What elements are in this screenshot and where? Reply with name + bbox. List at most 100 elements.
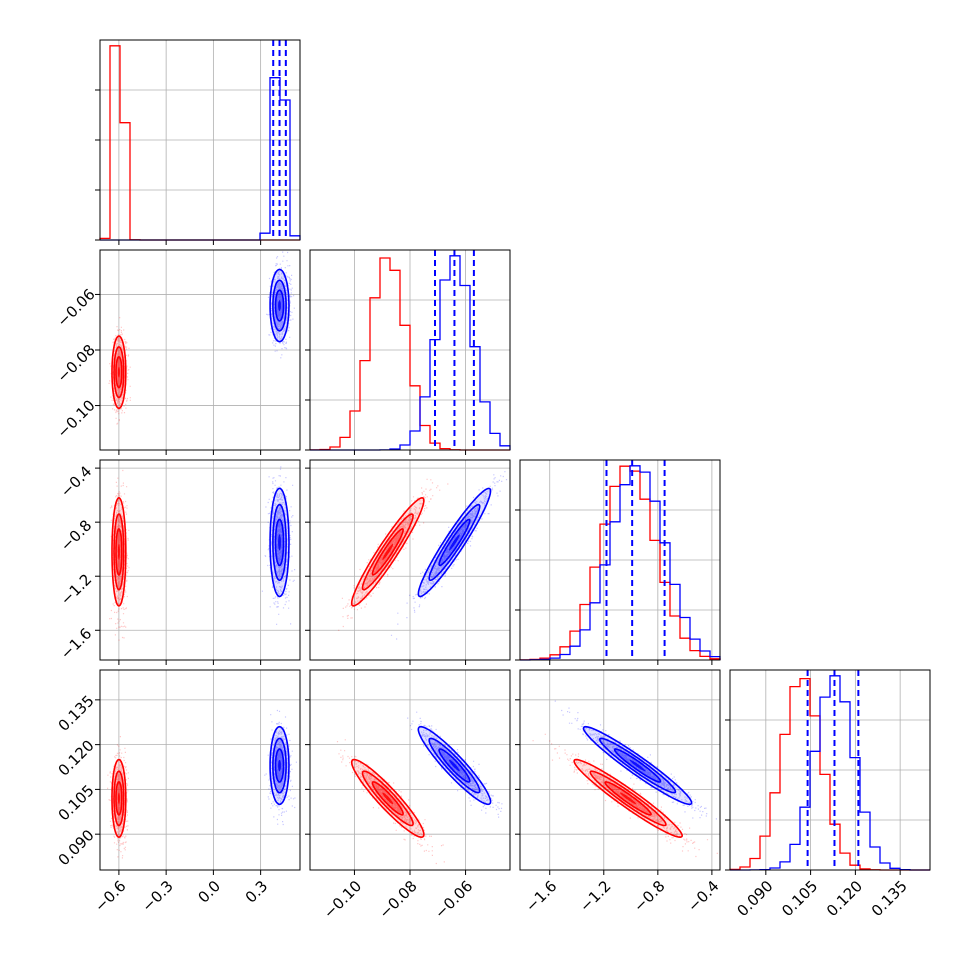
panel-frame-1-0 [99, 249, 301, 451]
x-tick-label: −0.06 [431, 877, 476, 922]
contour-line [272, 279, 287, 332]
contour-core [278, 534, 281, 551]
x-tick-label: −0.10 [320, 877, 365, 922]
contour-line [598, 737, 677, 794]
histogram-series-0 [519, 465, 721, 661]
panel-frame-0-0 [99, 39, 301, 241]
contour-line [113, 346, 125, 399]
contour-line [371, 781, 404, 816]
scatter-points [338, 478, 449, 631]
y-tick-label: −0.4 [57, 462, 95, 500]
panel-3-0 [95, 670, 300, 875]
panel-frame-2-0 [99, 459, 301, 661]
y-tick-label: −0.06 [54, 285, 99, 330]
x-tick-label: 0.3 [242, 877, 272, 907]
contour-line [113, 513, 125, 591]
scatter-1-2-1 [390, 471, 508, 640]
scatter-0-2-1 [338, 478, 449, 631]
contour-line [438, 748, 471, 783]
scatter-0-1-0 [108, 317, 131, 425]
contour-line [272, 737, 287, 794]
x-tick-label: −0.08 [376, 877, 421, 922]
y-tick-label: −0.10 [54, 396, 99, 441]
x-tick-label: −1.2 [576, 877, 614, 915]
contour-line [350, 496, 425, 607]
contour-line [438, 518, 471, 567]
contour-line [269, 725, 290, 806]
panel-frame-3-2 [519, 669, 721, 871]
contour-line [269, 487, 290, 598]
panel-3-1 [305, 670, 510, 875]
scatter-0-3-0 [107, 736, 129, 859]
scatter-0-2-0 [109, 469, 130, 641]
x-tick-label: 0.0 [195, 877, 225, 907]
panel-frame-2-1 [309, 459, 511, 661]
contour-core [449, 759, 460, 772]
contour-core [117, 366, 120, 378]
y-tick-label: 0.105 [55, 781, 98, 824]
x-tick-label: 0.120 [823, 877, 866, 920]
panel-frame-3-1 [309, 669, 511, 871]
x-tick-label: −0.3 [138, 877, 176, 915]
scatter-1-3-2 [554, 700, 717, 820]
contour-line [582, 725, 693, 806]
x-tick-label: 0.090 [733, 877, 776, 920]
x-tick-label: −0.4 [684, 877, 722, 915]
contour-line [371, 528, 404, 576]
contour-line [115, 528, 123, 576]
contour-line [428, 737, 481, 794]
y-tick-label: −1.6 [57, 624, 95, 662]
contour-line [274, 289, 285, 322]
panel-1-0 [95, 250, 300, 455]
contour-core [620, 792, 637, 805]
scatter-points [336, 739, 445, 865]
contour-line [111, 758, 127, 839]
panel-3-2 [515, 670, 720, 875]
histogram-panel-2 [519, 460, 721, 661]
contour-line [274, 518, 285, 567]
panel-frame-2-2 [519, 459, 721, 661]
scatter-0-3-2 [532, 733, 718, 858]
contour-line [613, 748, 662, 783]
contour-line [589, 770, 667, 827]
panel-2-1 [305, 460, 510, 665]
panel-frame-3-0 [99, 669, 301, 871]
contour-line [115, 356, 123, 389]
y-tick-label: 0.090 [55, 826, 98, 869]
contour-line [269, 268, 290, 343]
contour-line [361, 513, 414, 591]
contour-line [272, 503, 287, 582]
scatter-1-3-0 [264, 709, 297, 826]
contour-core [449, 534, 460, 551]
contour-line [361, 770, 414, 827]
panel-2-2 [515, 460, 720, 665]
contour-core [629, 759, 646, 772]
histogram-series-1 [520, 465, 721, 661]
x-tick-label: −1.6 [522, 877, 560, 915]
contour-core [278, 300, 281, 311]
panel-0-0 [95, 40, 300, 245]
contour-line [113, 770, 125, 827]
panel-frame-1-1 [309, 249, 511, 451]
contour-line [350, 758, 425, 839]
y-tick-label: 0.120 [55, 737, 98, 780]
contour-core [117, 543, 120, 560]
contour-line [274, 748, 285, 783]
contour-core [382, 792, 394, 805]
panel-frame-3-3 [729, 669, 931, 871]
contour-line [573, 758, 684, 839]
contour-line [417, 487, 492, 598]
contour-core [117, 792, 120, 805]
scatter-1-1-0 [266, 251, 295, 359]
x-tick-label: −0.8 [630, 877, 668, 915]
contour-core [278, 759, 281, 772]
scatter-1-3-1 [407, 711, 503, 818]
panel-2-0 [95, 460, 300, 665]
y-tick-label: 0.135 [55, 692, 98, 735]
contour-line [115, 781, 123, 816]
contour-core [382, 543, 394, 560]
contour-line [417, 725, 492, 806]
y-tick-label: −1.2 [57, 570, 95, 608]
contour-line [428, 503, 481, 582]
